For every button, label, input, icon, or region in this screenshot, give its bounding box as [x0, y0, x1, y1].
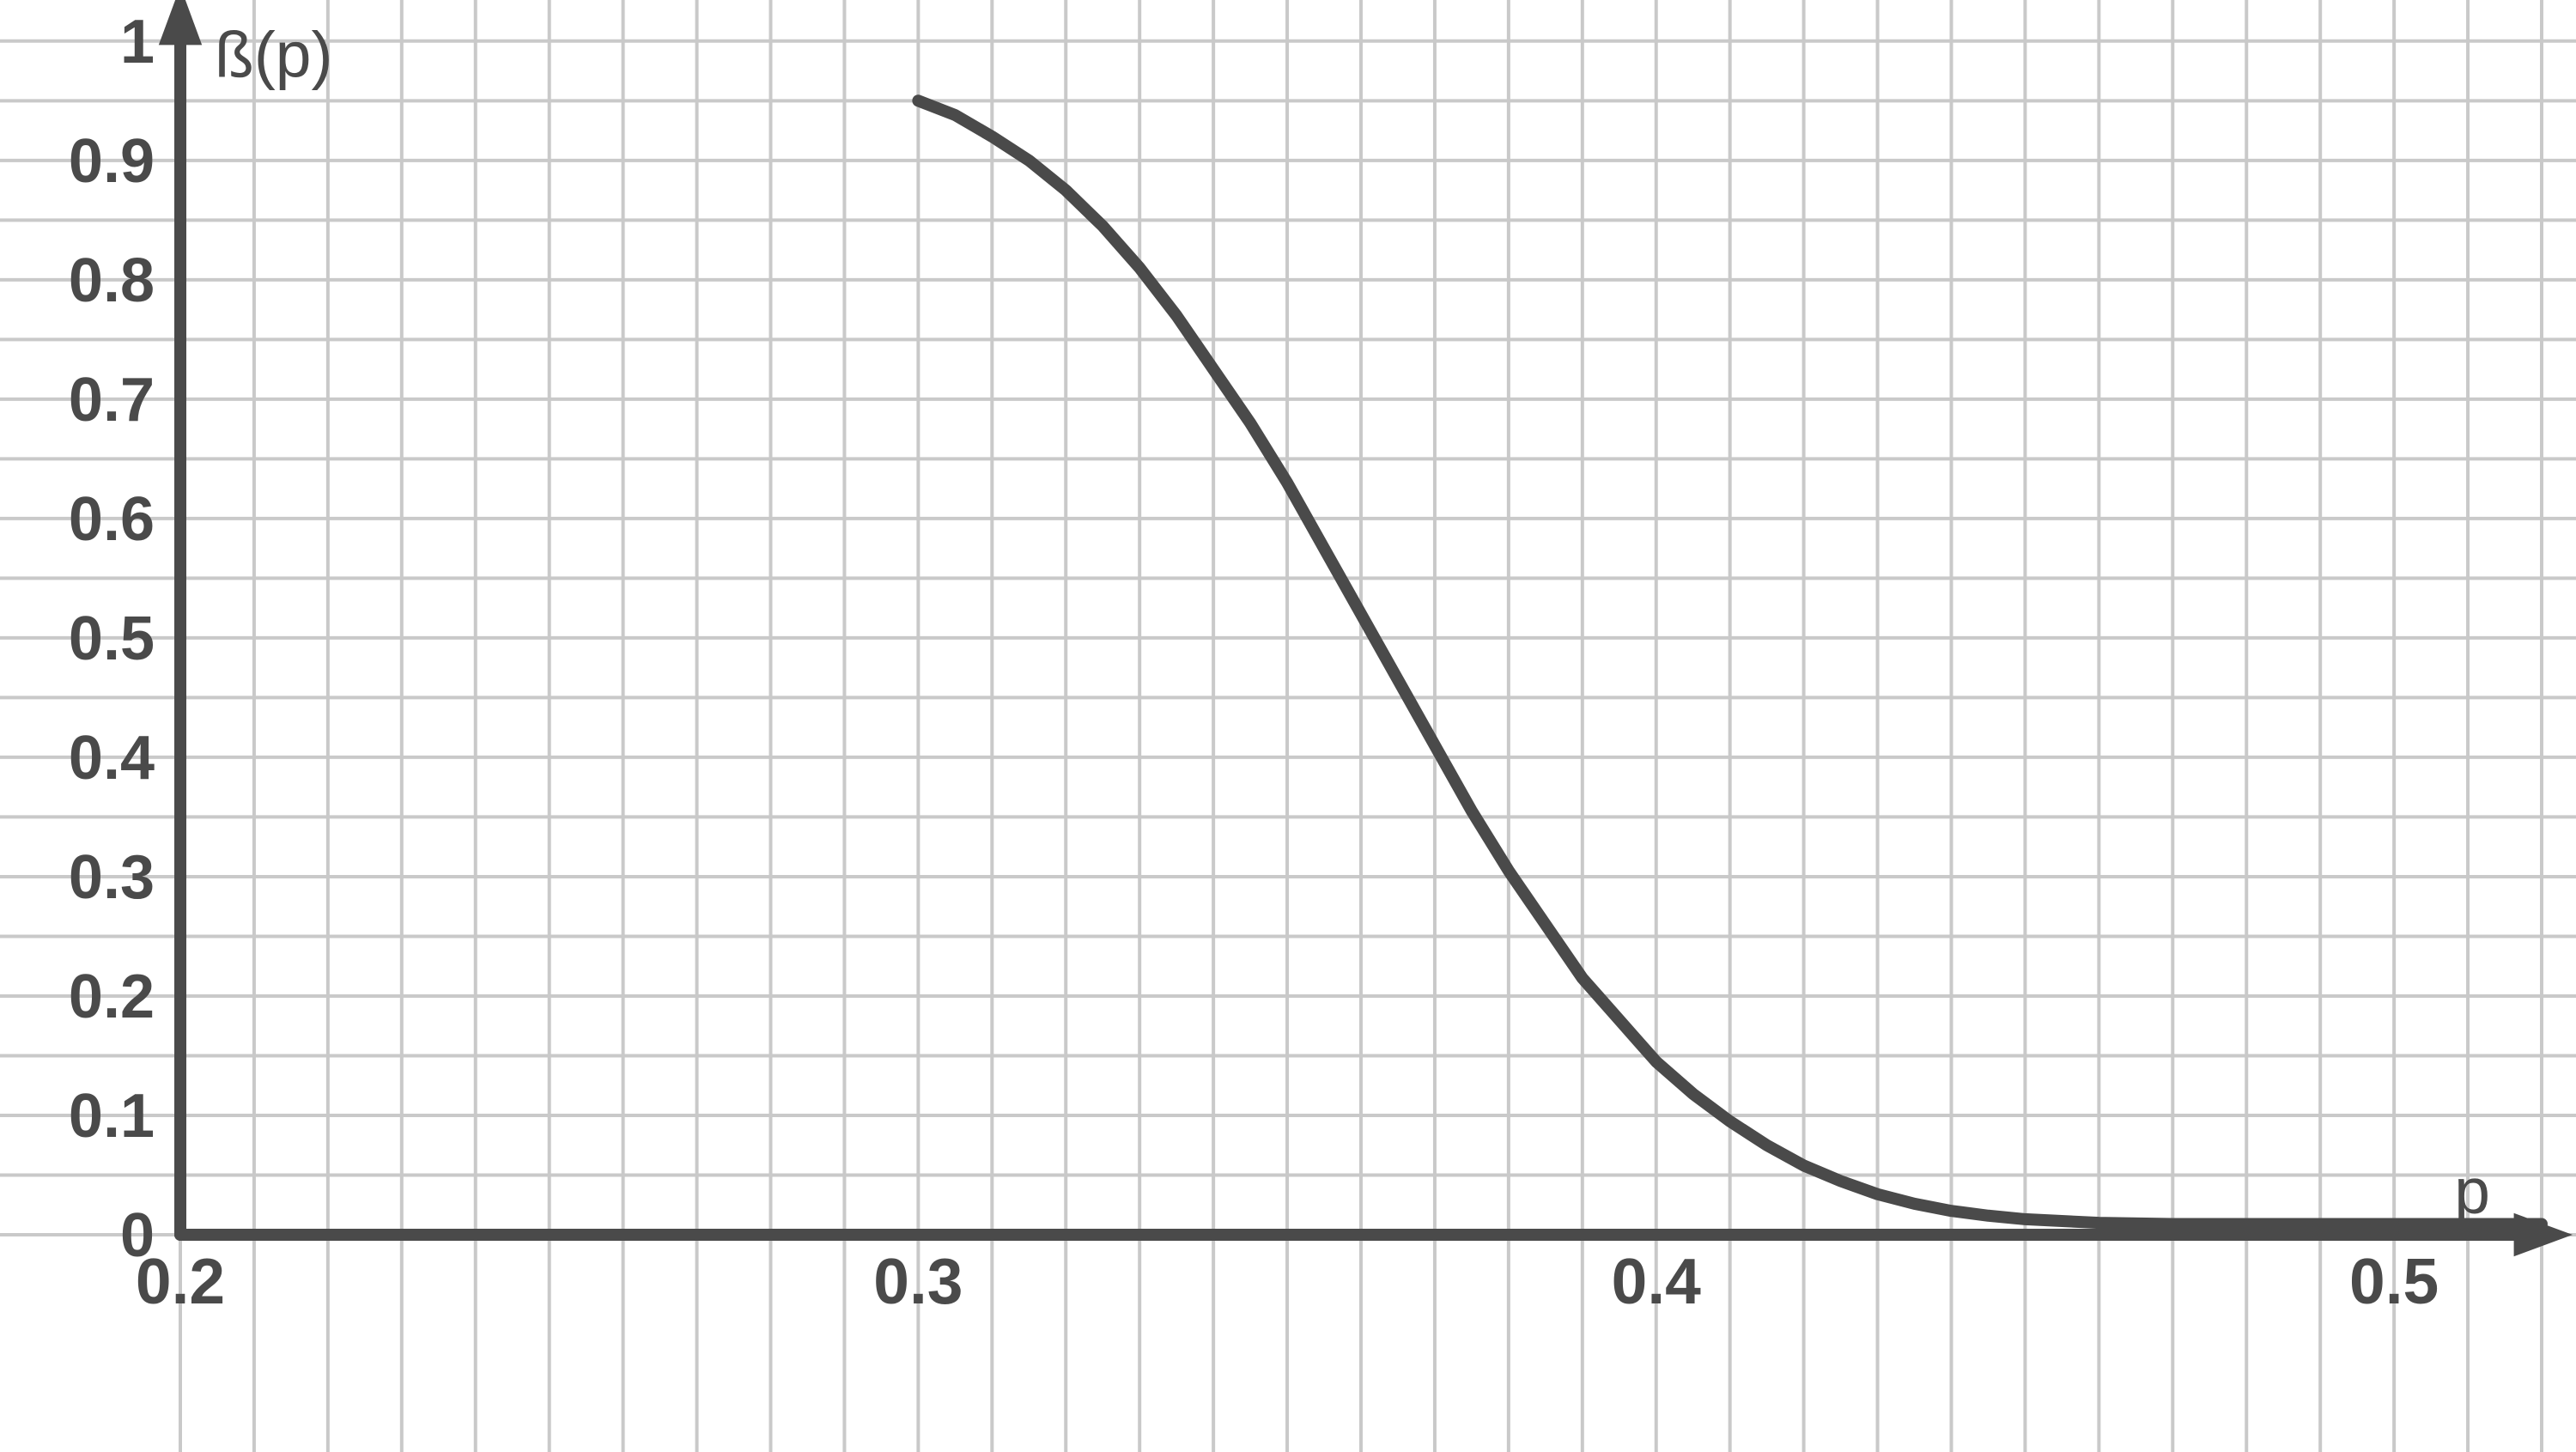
chart-svg: 0.20.30.40.500.10.20.30.40.50.60.70.80.9…: [0, 0, 2576, 1452]
beta-curve-chart: 0.20.30.40.500.10.20.30.40.50.60.70.80.9…: [0, 0, 2576, 1452]
y-tick-label: 0.7: [69, 366, 155, 434]
y-tick-label: 0.3: [69, 843, 155, 912]
y-tick-label: 0.1: [69, 1082, 155, 1151]
x-tick-label: 0.5: [2349, 1245, 2439, 1317]
y-tick-label: 0.8: [69, 246, 155, 315]
y-tick-label: 0.2: [69, 963, 155, 1031]
y-axis-label: ß(p): [215, 19, 332, 91]
y-tick-label: 0.6: [69, 485, 155, 554]
y-tick-label: 0.9: [69, 127, 155, 196]
y-tick-label: 0.5: [69, 604, 155, 673]
y-tick-label: 1: [120, 8, 155, 76]
y-tick-label: 0: [120, 1201, 155, 1270]
x-axis-label: p: [2454, 1155, 2490, 1227]
x-tick-label: 0.3: [873, 1245, 963, 1317]
y-tick-label: 0.4: [69, 724, 155, 793]
x-tick-label: 0.4: [1612, 1245, 1702, 1317]
